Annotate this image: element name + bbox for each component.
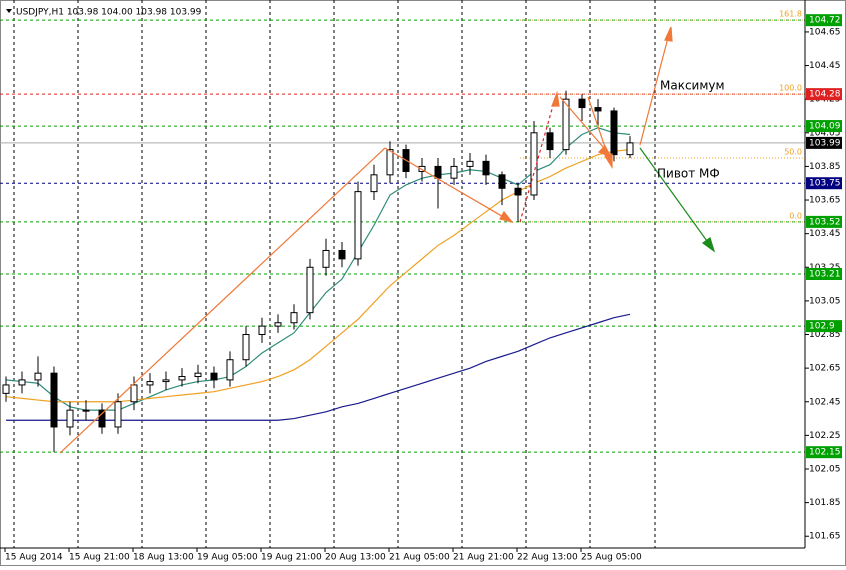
- price-label-box: [806, 446, 842, 459]
- x-tick-label: 22 Aug 13:00: [517, 553, 578, 563]
- price-label-box: [806, 88, 842, 101]
- candle-body: [578, 98, 586, 109]
- price-label: 104.72: [809, 16, 841, 26]
- fib-label: 50.0: [784, 148, 802, 157]
- candle-body: [626, 142, 634, 156]
- price-label-box: [806, 177, 842, 190]
- fib-label: 100.0: [779, 84, 802, 93]
- x-tick-label: 21 Aug 21:00: [453, 553, 514, 563]
- candle-body: [82, 409, 90, 412]
- candle-body: [386, 149, 394, 176]
- x-tick-label: 15 Aug 21:00: [69, 553, 130, 563]
- candle-body: [274, 322, 282, 327]
- y-tick-label: 104.05: [809, 128, 841, 138]
- price-label-box: [806, 120, 842, 133]
- y-tick-label: 102.45: [809, 397, 841, 407]
- price-label: 103.99: [809, 138, 841, 148]
- candle-body: [242, 334, 250, 361]
- drawings: [59, 26, 716, 454]
- y-tick-label: 103.05: [809, 296, 841, 306]
- price-label-box: [806, 320, 842, 333]
- annotation: Максимум: [660, 79, 725, 93]
- candle-body: [338, 249, 346, 260]
- y-tick-label: 103.25: [809, 263, 841, 273]
- x-tick-label: 21 Aug 05:00: [389, 553, 450, 563]
- x-tick-label: 15 Aug 2014: [5, 553, 63, 563]
- candle-body: [562, 98, 570, 151]
- candle-body: [162, 379, 170, 383]
- y-tick-label: 101.65: [809, 532, 841, 542]
- candle-body: [466, 160, 474, 167]
- y-tick-label: 103.85: [809, 162, 841, 172]
- candle-body: [450, 165, 458, 179]
- annotation: Пивот МФ: [657, 167, 720, 181]
- candle-body: [498, 174, 506, 189]
- fib-label: 161.8: [779, 10, 802, 19]
- x-tick-label: 25 Aug 05:00: [581, 553, 642, 563]
- price-label: 103.21: [809, 270, 841, 280]
- x-tick-label: 18 Aug 13:00: [133, 553, 194, 563]
- candle-body: [146, 381, 154, 386]
- y-tick-label: 103.45: [809, 229, 841, 239]
- candle-body: [290, 312, 298, 324]
- candle-body: [34, 372, 42, 381]
- price-label: 104.28: [809, 90, 841, 100]
- price-label-box: [806, 215, 842, 228]
- candle-body: [210, 372, 218, 381]
- candle-body: [18, 379, 26, 386]
- price-label: 102.9: [809, 322, 835, 332]
- moving-average: [6, 313, 631, 421]
- candle-body: [354, 191, 362, 260]
- y-tick-label: 102.05: [809, 464, 841, 474]
- price-label: 102.15: [809, 448, 841, 458]
- symbol-header: USDJPY,H1 103.98 104.00 103.98 103.99: [16, 8, 202, 18]
- y-tick-label: 103.65: [809, 196, 841, 206]
- y-tick-label: 102.85: [809, 330, 841, 340]
- fib-label: 0.0: [789, 211, 802, 220]
- candle-body: [2, 384, 10, 394]
- candle-body: [370, 174, 378, 193]
- candle-body: [322, 249, 330, 268]
- y-tick-label: 102.65: [809, 364, 841, 374]
- candle-body: [114, 401, 122, 428]
- candle-body: [514, 187, 522, 196]
- candle-body: [50, 372, 58, 428]
- price-label-box: [806, 14, 842, 27]
- x-tick-label: 20 Aug 13:00: [325, 553, 386, 563]
- price-label-box: [806, 268, 842, 280]
- price-label-box: [806, 136, 842, 149]
- candle-body: [434, 165, 442, 179]
- candle-body: [194, 372, 202, 378]
- x-tick-label: 19 Aug 05:00: [197, 553, 258, 563]
- x-tick-label: 19 Aug 21:00: [261, 553, 322, 563]
- candle-body: [594, 107, 602, 112]
- candle-body: [546, 132, 554, 151]
- y-tick-label: 104.65: [809, 27, 841, 37]
- price-label: 103.52: [809, 217, 841, 227]
- vertical-grid: [13, 0, 656, 548]
- y-tick-label: 102.25: [809, 431, 841, 441]
- candle-body: [130, 384, 138, 403]
- candle-body: [226, 359, 234, 381]
- price-label: 104.09: [809, 122, 841, 132]
- candle-body: [66, 409, 74, 428]
- candle-body: [178, 376, 186, 381]
- candle-body: [482, 160, 490, 176]
- candle-body: [258, 325, 266, 336]
- y-tick-label: 104.45: [809, 61, 841, 71]
- moving-average: [5, 127, 631, 411]
- candle-body: [306, 266, 314, 314]
- moving-average: [5, 149, 631, 403]
- menu-icon[interactable]: [6, 9, 12, 13]
- price-label: 103.75: [809, 179, 841, 189]
- candle-body: [98, 409, 106, 428]
- y-tick-label: 101.85: [809, 498, 841, 508]
- candle-body: [610, 110, 618, 156]
